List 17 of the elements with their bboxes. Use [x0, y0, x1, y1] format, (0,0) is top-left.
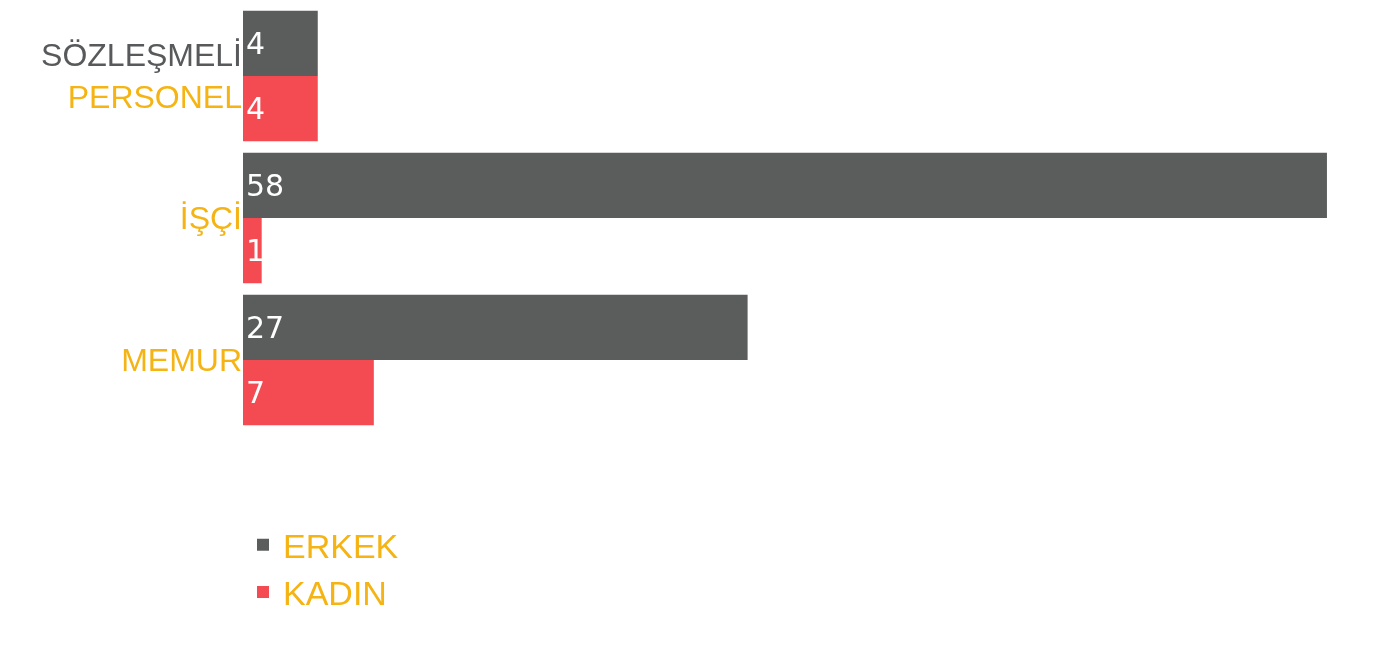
- data-label: 27: [246, 309, 285, 345]
- bar: [243, 10, 318, 76]
- legend-label: ERKEK: [283, 527, 399, 566]
- bar: [243, 360, 374, 426]
- data-label: 58: [246, 167, 285, 203]
- bar: [243, 294, 748, 360]
- data-label: 4: [246, 25, 266, 61]
- bar: [243, 76, 318, 142]
- legend-label: KADIN: [283, 574, 387, 613]
- y-tick-label: SÖZLEŞMELİ PERSONEL: [41, 37, 242, 115]
- bar: [243, 218, 262, 284]
- y-tick-label: MEMUR: [121, 342, 242, 379]
- data-label: 1: [246, 233, 266, 269]
- y-tick-label: İŞÇİ: [179, 200, 242, 237]
- data-label: 7: [246, 375, 266, 411]
- data-label: 4: [246, 91, 266, 127]
- bar: [243, 152, 1327, 218]
